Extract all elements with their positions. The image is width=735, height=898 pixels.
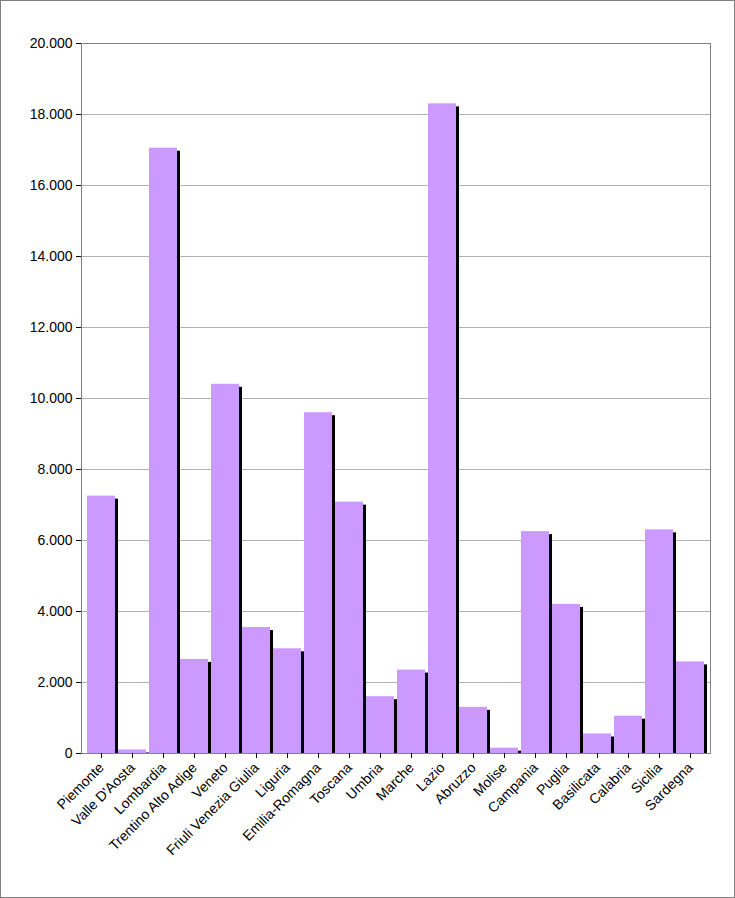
svg-text:2.000: 2.000 <box>37 674 72 690</box>
svg-text:4.000: 4.000 <box>37 603 72 619</box>
svg-text:6.000: 6.000 <box>37 532 72 548</box>
svg-text:Basilicata: Basilicata <box>549 759 603 813</box>
svg-text:Lombardia: Lombardia <box>110 759 169 818</box>
svg-text:Abruzzo: Abruzzo <box>431 759 479 807</box>
svg-text:12.000: 12.000 <box>30 319 73 335</box>
svg-text:10.000: 10.000 <box>30 390 73 406</box>
svg-text:Lazio: Lazio <box>412 759 448 795</box>
svg-text:Sicilia: Sicilia <box>627 759 665 797</box>
svg-text:20.000: 20.000 <box>30 35 73 51</box>
svg-text:Piemonte: Piemonte <box>53 759 107 813</box>
svg-text:16.000: 16.000 <box>30 177 73 193</box>
svg-text:Marche: Marche <box>372 759 416 803</box>
svg-text:Veneto: Veneto <box>188 759 231 802</box>
svg-text:14.000: 14.000 <box>30 248 73 264</box>
svg-text:Puglia: Puglia <box>533 759 572 799</box>
svg-text:Emilia-Romagna: Emilia-Romagna <box>239 759 324 844</box>
svg-text:Trentino Alto Adige: Trentino Alto Adige <box>105 759 200 854</box>
svg-text:Sardegna: Sardegna <box>642 759 696 813</box>
svg-text:0: 0 <box>65 745 73 761</box>
svg-text:Umbria: Umbria <box>342 759 386 803</box>
svg-text:Molise: Molise <box>469 759 510 800</box>
svg-text:Valle D'Aosta: Valle D'Aosta <box>68 759 138 829</box>
svg-text:18.000: 18.000 <box>30 106 73 122</box>
svg-text:Friuli Venezia Giulia: Friuli Venezia Giulia <box>163 759 262 858</box>
svg-text:8.000: 8.000 <box>37 461 72 477</box>
svg-text:Toscana: Toscana <box>307 759 355 807</box>
svg-text:Campania: Campania <box>484 759 541 816</box>
svg-text:Liguria: Liguria <box>251 759 293 801</box>
svg-text:Calabria: Calabria <box>586 759 634 807</box>
